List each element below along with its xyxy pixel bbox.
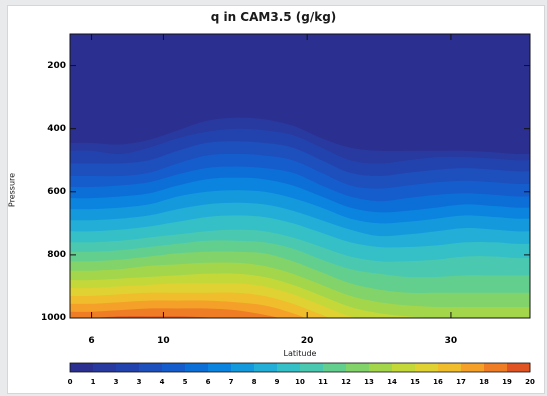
x-tick-label: 20 (300, 336, 314, 346)
colorbar-tick-label: 19 (502, 378, 512, 386)
colorbar-swatch (323, 363, 347, 372)
colorbar-swatch (139, 363, 163, 372)
colorbar-tick-label: 5 (182, 378, 188, 386)
y-tick-label: 200 (47, 60, 66, 71)
colorbar-tick-label: 14 (387, 378, 397, 386)
colorbar (69, 362, 531, 373)
colorbar-tick-label: 3 (136, 378, 142, 386)
colorbar-tick-label: 12 (341, 378, 351, 386)
colorbar-tick-label: 11 (318, 378, 328, 386)
colorbar-tick-label: 1 (90, 378, 96, 386)
colorbar-tick-label: 10 (295, 378, 305, 386)
colorbar-tick-label: 6 (205, 378, 211, 386)
colorbar-tick-label: 3 (113, 378, 119, 386)
colorbar-swatch (461, 363, 485, 372)
colorbar-tick-label: 4 (159, 378, 165, 386)
colorbar-tick-label: 9 (274, 378, 280, 386)
colorbar-tick-label: 15 (410, 378, 420, 386)
colorbar-swatch (254, 363, 278, 372)
colorbar-swatch (208, 363, 232, 372)
colorbar-swatch (438, 363, 462, 372)
colorbar-swatch (93, 363, 117, 372)
y-tick-label: 600 (47, 186, 66, 197)
chart-title: q in CAM3.5 (g/kg) (210, 10, 337, 24)
colorbar-swatch (162, 363, 186, 372)
colorbar-swatch (185, 363, 209, 372)
colorbar-swatch (415, 363, 439, 372)
colorbar-tick-label: 7 (228, 378, 234, 386)
x-tick-label: 30 (444, 336, 458, 346)
colorbar-swatch (346, 363, 370, 372)
colorbar-frame (69, 362, 531, 373)
colorbar-swatch (369, 363, 393, 372)
x-tick-label: 6 (88, 336, 95, 346)
colorbar-swatch (300, 363, 324, 372)
colorbar-swatch (116, 363, 140, 372)
x-axis-label: Latitude (283, 349, 317, 358)
colorbar-swatch (277, 363, 301, 372)
contour-bands (70, 34, 530, 318)
colorbar-tick-label: 18 (479, 378, 489, 386)
colorbar-tick-label: 20 (525, 378, 535, 386)
y-tick-label: 400 (47, 123, 66, 134)
contour-band-19 (70, 316, 218, 318)
colorbar-swatch (507, 363, 531, 372)
colorbar-tick-label: 0 (67, 378, 73, 386)
contour-band-18 (70, 308, 280, 318)
plot-frame (69, 33, 531, 319)
colorbar-swatch (70, 363, 94, 372)
colorbar-tick-label: 8 (251, 378, 257, 386)
axis-ticks (70, 34, 530, 319)
x-tick-label: 10 (157, 336, 170, 346)
y-tick-label: 1000 (40, 313, 66, 323)
colorbar-swatch (392, 363, 416, 372)
colorbar-tick-label: 13 (364, 378, 374, 386)
colorbar-swatch (484, 363, 508, 372)
colorbar-swatch (231, 363, 255, 372)
y-tick-label: 800 (47, 249, 66, 260)
colorbar-tick-label: 17 (456, 378, 466, 386)
colorbar-tick-label: 16 (433, 378, 443, 386)
